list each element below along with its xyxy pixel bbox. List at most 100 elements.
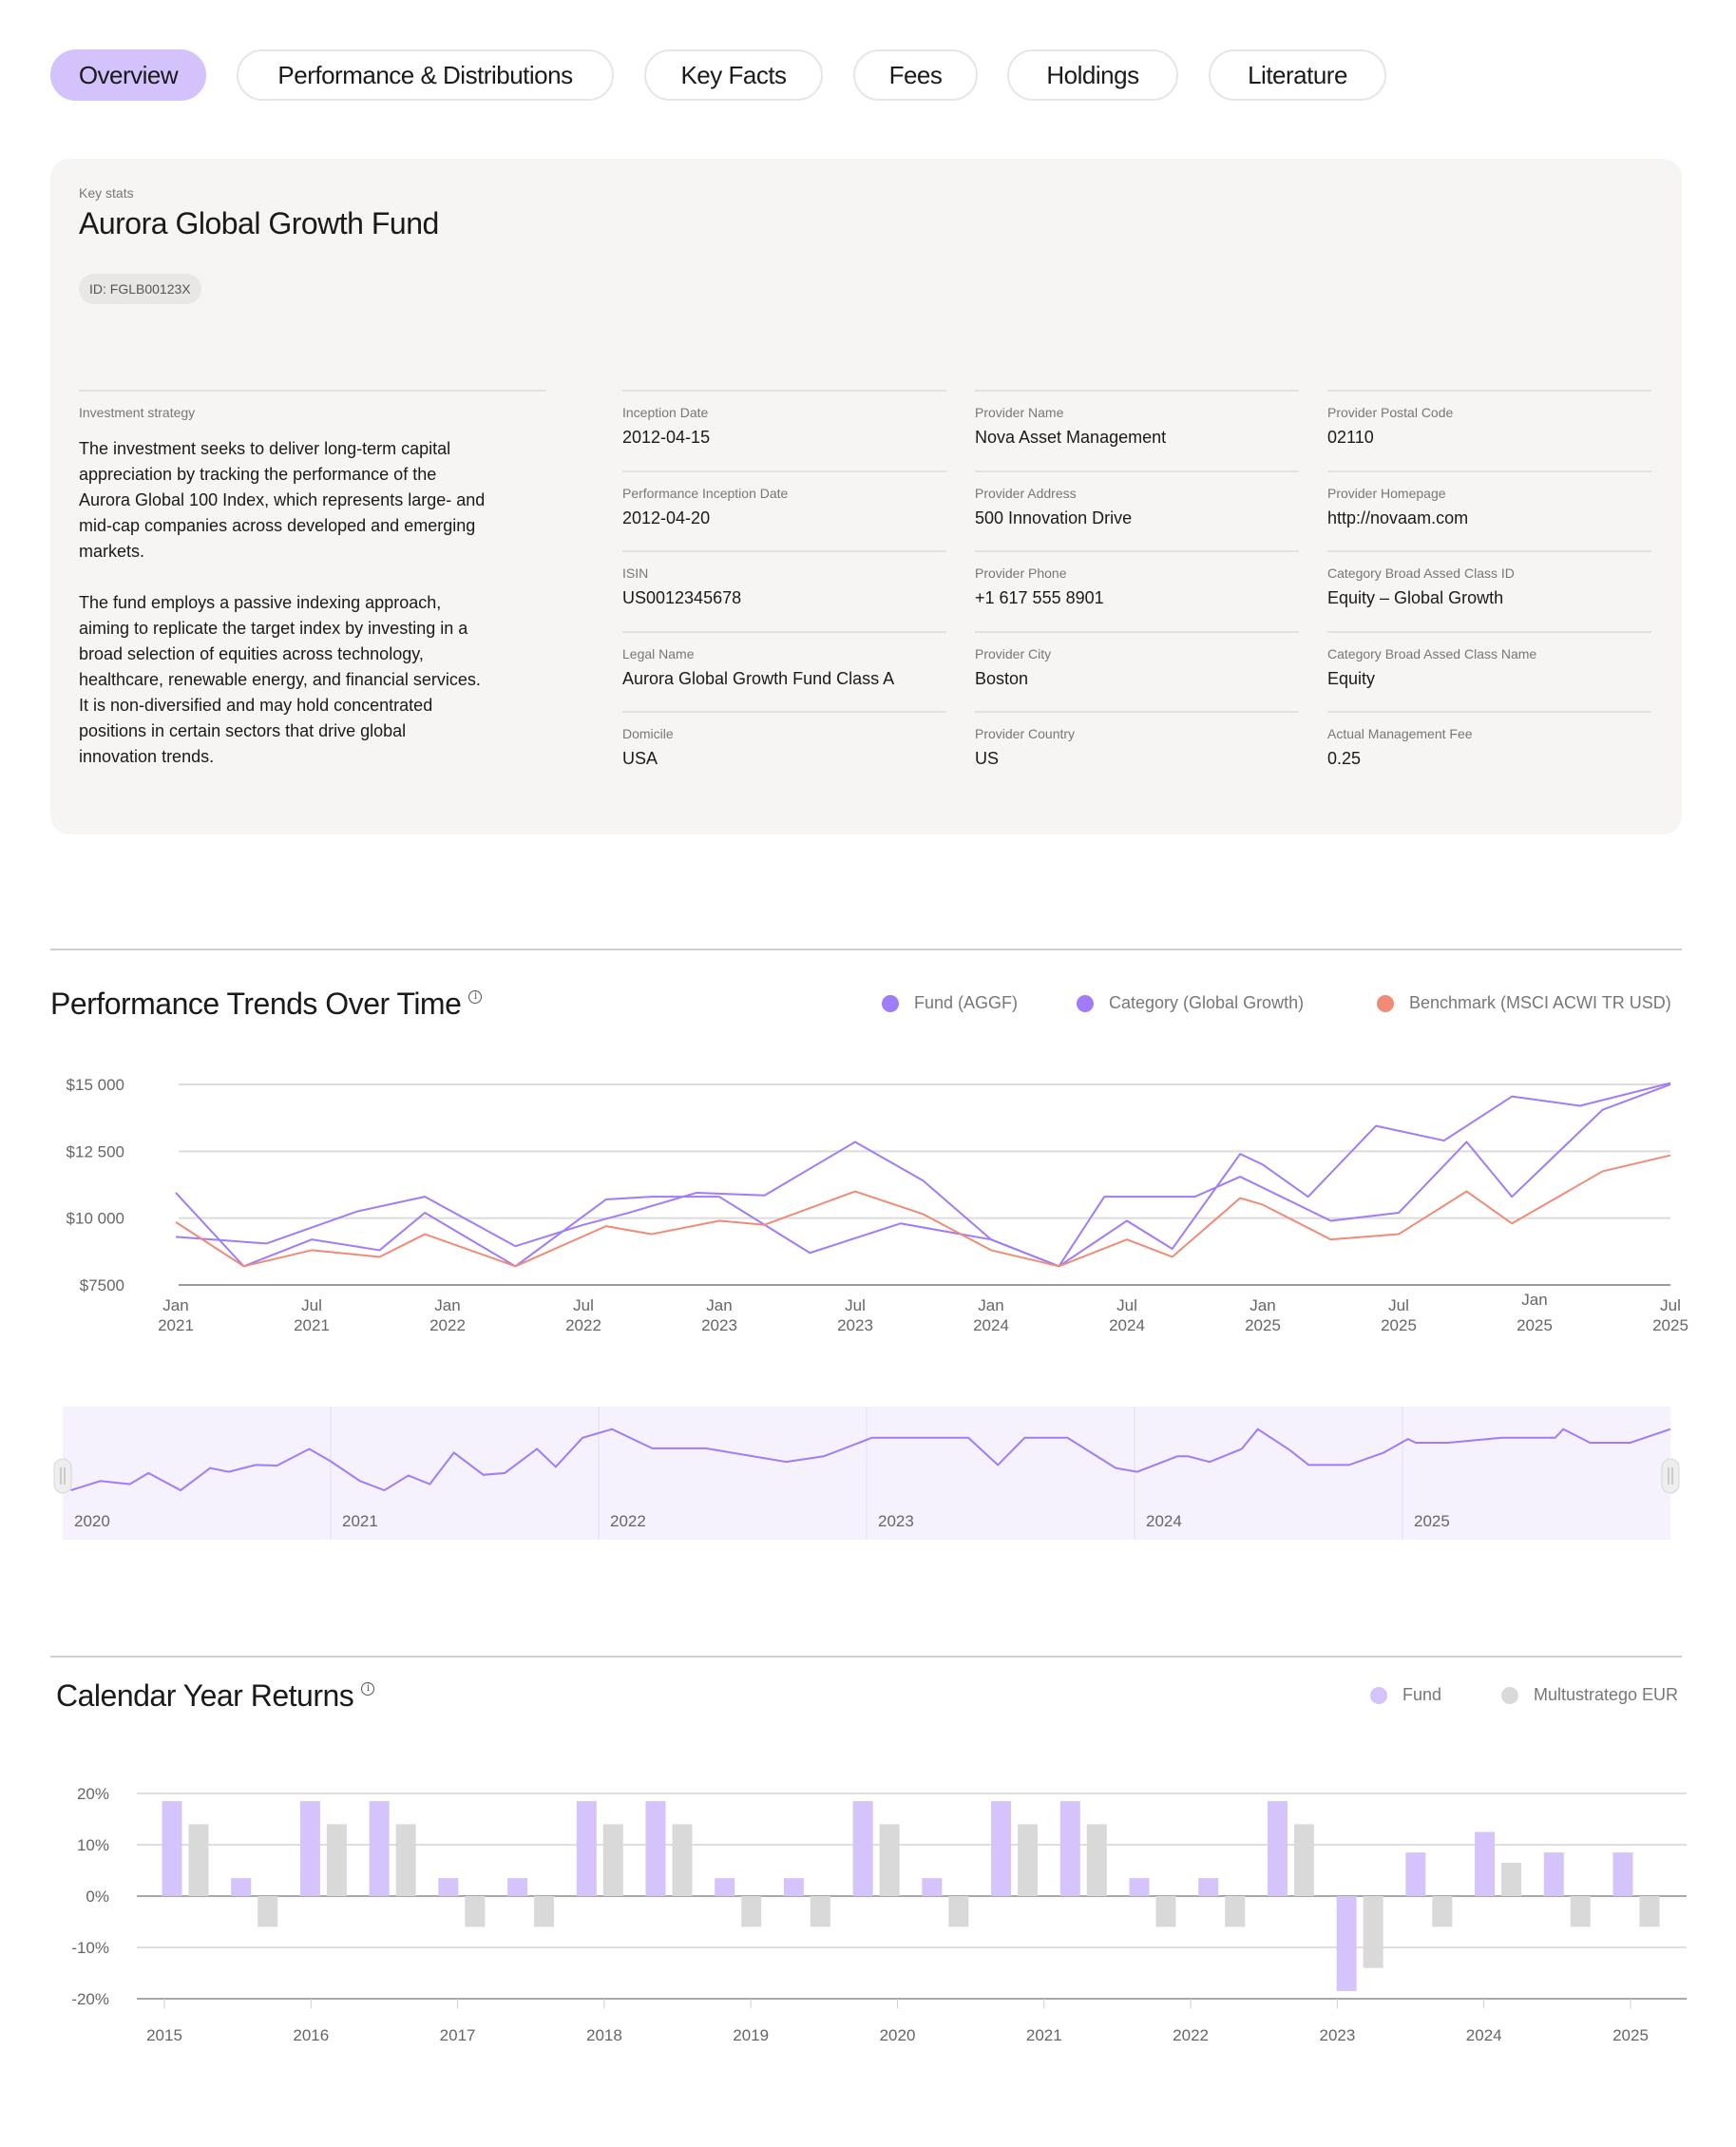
key-fact-value: 500 Innovation Drive	[975, 508, 1133, 527]
fund-bar	[922, 1878, 943, 1896]
x-tick-label: 2024	[1109, 1316, 1145, 1334]
fund-bar	[1405, 1852, 1426, 1896]
fund-title: Aurora Global Growth Fund	[79, 206, 439, 240]
fund-id-badge: ID: FGLB00123X	[79, 274, 201, 304]
y-tick-label: $15 000	[67, 1076, 124, 1094]
legend-benchmark[interactable]: Benchmark (MSCI ACWI TR USD)	[1377, 993, 1671, 1013]
key-fact-provider-phone: Provider Phone +1 617 555 8901	[975, 550, 1299, 631]
key-fact-value: Aurora Global Growth Fund Class A	[622, 668, 895, 688]
x-tick-label: 2020	[880, 2026, 916, 2044]
benchmark-bar	[879, 1824, 900, 1896]
x-tick-label: Jan	[434, 1296, 460, 1314]
performance-line-chart: $15 000 $12 500 $10 000 $7500 Jan 2021 Jul 2021…	[67, 1076, 1688, 1334]
benchmark-bar	[326, 1824, 347, 1896]
key-fact-label: Provider Name	[975, 405, 1064, 420]
legend-fund[interactable]: Fund (AGGF)	[882, 993, 1018, 1013]
key-fact-domicile: Domicile USA	[622, 711, 946, 792]
key-fact-value[interactable]: http://novaam.com	[1327, 508, 1469, 527]
investment-strategy: Investment strategy The investment seeks…	[79, 390, 546, 796]
benchmark-bar	[395, 1824, 416, 1896]
fund-bar	[1267, 1801, 1288, 1896]
key-fact-label: Provider Phone	[975, 566, 1067, 581]
performance-title: Performance Trends Over Time i	[50, 987, 483, 1022]
y-tick-label: $12 500	[67, 1142, 124, 1160]
key-fact-label: Legal Name	[622, 645, 695, 661]
legend-multustratego[interactable]: Multustratego EUR	[1501, 1685, 1678, 1705]
x-tick-label: 2022	[1173, 2026, 1209, 2044]
fund-bar	[783, 1878, 804, 1896]
key-fact-label: Category Broad Assed Class Name	[1327, 645, 1537, 661]
range-navigator[interactable]: 2020 2021 2022 2023 2024 2025	[0, 1397, 1736, 1549]
key-fact-legal-name: Legal Name Aurora Global Growth Fund Clas…	[622, 630, 946, 712]
key-fact-provider-homepage: Provider Homepage http://novaam.com	[1327, 470, 1651, 551]
key-fact-label: Provider Homepage	[1327, 485, 1446, 501]
y-tick-label: $7500	[80, 1276, 124, 1294]
x-tick-label: 2022	[565, 1316, 601, 1334]
fund-bar	[852, 1801, 873, 1896]
key-fact-category-broad-assed-class-name: Category Broad Assed Class Name Equity	[1327, 630, 1651, 712]
info-icon[interactable]: i	[468, 990, 483, 1004]
x-tick-label: 2019	[733, 2026, 769, 2044]
legend-fund[interactable]: Fund	[1370, 1685, 1441, 1705]
x-tick-label: 2025	[1652, 1316, 1688, 1334]
y-tick-label: 0%	[86, 1888, 109, 1906]
y-tick-label: 20%	[77, 1785, 109, 1803]
benchmark-bar	[1501, 1862, 1522, 1896]
navigator-right-handle[interactable]	[1661, 1458, 1680, 1494]
key-fact-value: 02110	[1327, 428, 1374, 447]
benchmark-bar	[948, 1896, 969, 1927]
x-tick-label: 2017	[440, 2026, 476, 2044]
section-divider	[50, 1656, 1682, 1658]
benchmark-bar	[258, 1896, 278, 1927]
benchmark-bar	[672, 1824, 693, 1896]
calendar-title: Calendar Year Returns i	[56, 1678, 375, 1714]
y-tick-label: -10%	[71, 1939, 109, 1957]
key-fact-label: Actual Management Fee	[1327, 726, 1473, 741]
tab-key-facts[interactable]: Key Facts	[644, 49, 823, 101]
key-fact-label: Provider City	[975, 645, 1052, 661]
key-stats-eyebrow: Key stats	[79, 185, 134, 201]
legend-label: Category (Global Growth)	[1109, 993, 1305, 1012]
y-tick-label: -20%	[71, 1990, 109, 2008]
info-icon[interactable]: i	[361, 1682, 375, 1696]
navigator-left-handle[interactable]	[53, 1458, 72, 1494]
tab-fees[interactable]: Fees	[853, 49, 978, 101]
tab-overview[interactable]: Overview	[50, 49, 206, 101]
x-tick-label: 2021	[1026, 2026, 1062, 2044]
benchmark-bar	[534, 1896, 555, 1927]
key-fact-label: Inception Date	[622, 405, 709, 420]
key-fact-label: Category Broad Assed Class ID	[1327, 566, 1515, 581]
tab-literature[interactable]: Literature	[1209, 49, 1386, 101]
key-fact-value: Equity – Global Growth	[1327, 588, 1504, 607]
y-tick-label: 10%	[77, 1836, 109, 1854]
tab-holdings[interactable]: Holdings	[1007, 49, 1178, 101]
benchmark-bar	[741, 1896, 762, 1927]
key-fact-provider-postal-code: Provider Postal Code 02110	[1327, 390, 1651, 470]
calendar-returns-bar-chart: 20% 10% 0% -10% -20% 2015 2016 2017 2018 2019 2020…	[71, 1785, 1687, 2044]
fund-bar	[162, 1801, 182, 1896]
navigator-year-label: 2024	[1146, 1512, 1182, 1530]
benchmark-bar	[1086, 1824, 1107, 1896]
navigator-year-label: 2023	[878, 1512, 914, 1530]
key-fact-value: Equity	[1327, 668, 1376, 688]
key-stats-card: Key stats Aurora Global Growth Fund ID: …	[50, 159, 1682, 834]
section-divider	[50, 949, 1682, 950]
legend-label: Fund (AGGF)	[914, 993, 1019, 1012]
fund-bar	[1059, 1801, 1080, 1896]
x-tick-label: 2021	[158, 1316, 194, 1334]
key-fact-value: Boston	[975, 668, 1029, 688]
legend-category[interactable]: Category (Global Growth)	[1077, 993, 1304, 1013]
key-fact-isin: ISIN US0012345678	[622, 550, 946, 631]
key-fact-category-broad-assed-class-id: Category Broad Assed Class ID Equity – Gl…	[1327, 550, 1651, 631]
fund-bar	[1198, 1878, 1219, 1896]
tab-performance-distributions[interactable]: Performance & Distributions	[237, 49, 614, 101]
navigator-year-label: 2022	[610, 1512, 646, 1530]
fund-bar	[1475, 1831, 1496, 1896]
key-fact-label: Provider Country	[975, 726, 1076, 741]
benchmark-bar	[1432, 1896, 1453, 1927]
x-tick-label: Jan	[706, 1296, 732, 1314]
benchmark-bar	[1225, 1896, 1246, 1927]
x-tick-label: 2018	[586, 2026, 622, 2044]
key-fact-value: 2012-04-15	[622, 428, 711, 447]
x-tick-label: 2022	[429, 1316, 466, 1334]
